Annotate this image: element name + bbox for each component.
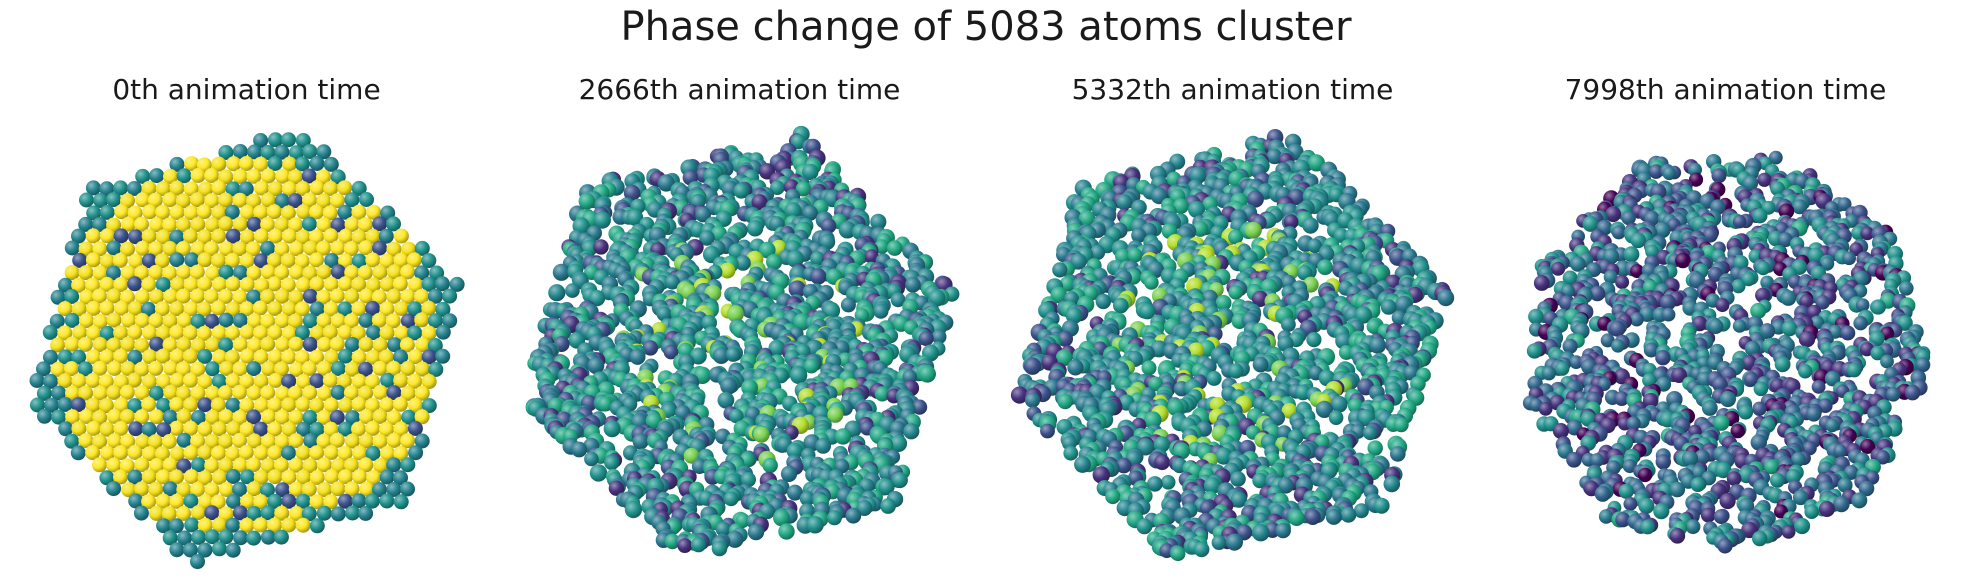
panel-2: 5332th animation time bbox=[986, 70, 1479, 587]
panel-3: 7998th animation time bbox=[1479, 70, 1972, 587]
atom-cluster-render bbox=[525, 126, 960, 557]
atom-cluster-render bbox=[29, 132, 465, 570]
panel-title: 0th animation time bbox=[112, 73, 381, 106]
panel-0: 0th animation time bbox=[0, 70, 493, 587]
atom-cluster-render bbox=[1010, 129, 1455, 562]
panel-title: 5332th animation time bbox=[1071, 73, 1394, 106]
figure-title: Phase change of 5083 atoms cluster bbox=[620, 4, 1352, 50]
atom-cluster-render bbox=[1522, 150, 1931, 554]
panel-1: 2666th animation time bbox=[493, 70, 986, 587]
panel-title: 2666th animation time bbox=[578, 73, 901, 106]
panel-title: 7998th animation time bbox=[1564, 73, 1887, 106]
